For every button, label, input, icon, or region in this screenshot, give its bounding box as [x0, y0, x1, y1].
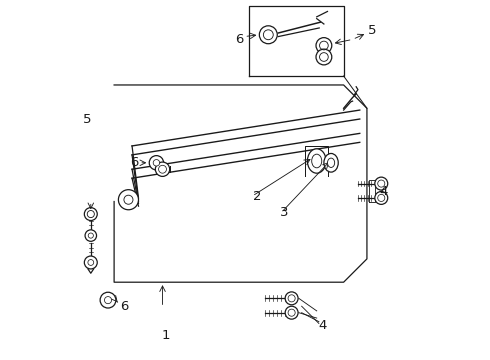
Text: 6: 6 — [120, 300, 128, 313]
Circle shape — [85, 230, 97, 241]
Circle shape — [316, 38, 332, 53]
Text: 5: 5 — [83, 113, 92, 126]
Ellipse shape — [324, 153, 338, 172]
Circle shape — [153, 159, 160, 166]
Circle shape — [149, 156, 164, 170]
Circle shape — [84, 256, 97, 269]
Circle shape — [155, 162, 170, 176]
Circle shape — [104, 297, 112, 304]
Circle shape — [375, 177, 388, 190]
Text: 3: 3 — [280, 207, 289, 220]
Circle shape — [316, 49, 332, 65]
Text: 2: 2 — [253, 190, 262, 203]
Circle shape — [285, 292, 298, 305]
Circle shape — [84, 208, 97, 221]
Ellipse shape — [312, 154, 322, 168]
Circle shape — [259, 26, 277, 44]
Ellipse shape — [307, 149, 326, 173]
Ellipse shape — [327, 158, 335, 167]
Polygon shape — [114, 85, 367, 282]
Text: 4: 4 — [319, 319, 327, 332]
Circle shape — [124, 195, 133, 204]
Text: 6: 6 — [235, 32, 243, 46]
Circle shape — [88, 260, 94, 265]
Text: 5: 5 — [368, 24, 376, 37]
Circle shape — [119, 190, 139, 210]
Circle shape — [100, 292, 116, 308]
Text: 4: 4 — [379, 185, 388, 198]
Circle shape — [88, 233, 94, 238]
Circle shape — [375, 192, 388, 204]
Text: 6: 6 — [130, 156, 138, 169]
Circle shape — [285, 306, 298, 319]
Text: 1: 1 — [162, 329, 171, 342]
